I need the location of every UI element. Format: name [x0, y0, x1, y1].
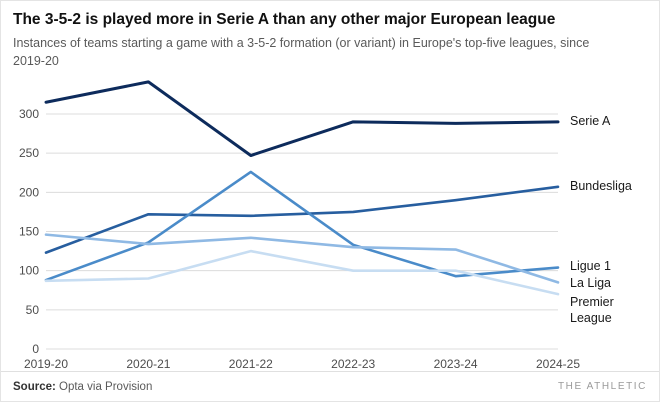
series-label-premier-league: Premier League — [570, 294, 614, 325]
chart-header: The 3-5-2 is played more in Serie A than… — [1, 1, 659, 70]
chart-subtitle: Instances of teams starting a game with … — [13, 36, 590, 68]
publisher-brand: THE ATHLETIC — [557, 381, 647, 392]
svg-text:0: 0 — [32, 342, 39, 356]
svg-text:2021-22: 2021-22 — [229, 357, 273, 371]
svg-text:2019-20: 2019-20 — [24, 357, 68, 371]
svg-text:2020-21: 2020-21 — [126, 357, 170, 371]
series-label-serie-a: Serie A — [570, 114, 611, 129]
svg-text:150: 150 — [19, 225, 39, 239]
svg-text:200: 200 — [19, 186, 39, 200]
svg-text:2023-24: 2023-24 — [434, 357, 478, 371]
chart-area: 0 50 100 150 200 250 300 2019-20 2020-21 2021-22 2… — [1, 72, 659, 374]
source-label: Source: — [13, 380, 56, 393]
source-text: Opta via Provision — [55, 380, 153, 393]
svg-text:50: 50 — [26, 303, 40, 317]
source-note: Source: Opta via Provision — [13, 381, 152, 393]
series-label-bundesliga: Bundesliga — [570, 179, 632, 194]
page-title: The 3-5-2 is played more in Serie A than… — [13, 11, 556, 28]
line-chart-svg: 0 50 100 150 200 250 300 2019-20 2020-21 2021-22 2… — [19, 80, 580, 371]
series-label-ligue-1: Ligue 1 — [570, 258, 612, 273]
svg-text:2024-25: 2024-25 — [536, 357, 580, 371]
svg-text:300: 300 — [19, 107, 39, 121]
chart-footer: Source: Opta via Provision THE ATHLETIC — [1, 371, 659, 401]
svg-text:2022-23: 2022-23 — [331, 357, 375, 371]
series-label-la-liga: La Liga — [570, 275, 612, 290]
svg-text:250: 250 — [19, 147, 39, 161]
svg-text:100: 100 — [19, 264, 39, 278]
